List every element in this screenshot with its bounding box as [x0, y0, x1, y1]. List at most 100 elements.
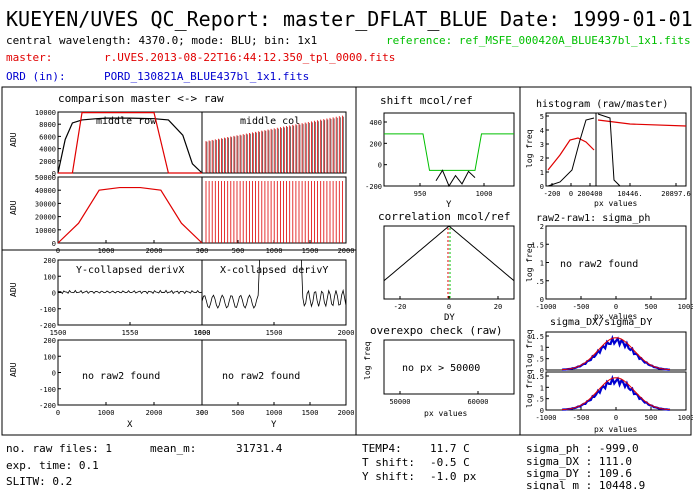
shift-title: shift mcol/ref [380, 94, 473, 107]
report-title: KUEYEN/UVES QC_Report: master_DFLAT_BLUE [6, 7, 488, 31]
overexpo-title: overexpo check (raw) [370, 324, 502, 337]
row2-y-tick-label: 50000 [35, 174, 56, 182]
correlation-curve [383, 225, 515, 282]
ord-file: PORD_130821A_BLUE437bl_1x1.fits [104, 70, 309, 83]
x-collapsed-series [201, 259, 347, 309]
sdy-y-tick-label: 1 [540, 384, 544, 392]
hist-right-black [597, 113, 621, 187]
sdy-x-tick-label: 500 [645, 414, 658, 422]
sigma-dy-y-label: log freq [525, 369, 534, 408]
corr-x-tick-label: 0 [447, 303, 451, 311]
sigma-dxdy-title: sigma_DX/sigma_DY [550, 317, 652, 328]
hist-x-label: px values [594, 199, 638, 208]
row4-left-x-tick-label: 2000 [146, 409, 163, 417]
row2-left-x-tick-label: 0 [56, 247, 60, 255]
yshift-value: -1.0 px [430, 470, 477, 483]
plot-sigma-dx [545, 331, 687, 371]
row1-y-tick-label: 10000 [35, 109, 56, 117]
hist-right-x-tick-label: 20897.6 [661, 190, 691, 198]
slitw: SLITW: 0.2 [6, 475, 72, 488]
row1-y-tick-label: 0 [52, 170, 56, 178]
sigma-ph-value: sigma_ph : -999.0 [526, 442, 639, 455]
row1-y-tick-label: 4000 [39, 146, 56, 154]
hist-right-red [597, 119, 687, 127]
sigma-ph-y-label: log freq [525, 243, 534, 282]
sdy-x-tick-label: 0 [614, 414, 618, 422]
row3-left-x-tick-label: 1600 [194, 329, 211, 337]
hist-left-x-tick-label: -200 [544, 190, 561, 198]
no-raw2-right: no raw2 found [222, 371, 300, 382]
adu-label-row3: ADU [9, 282, 18, 297]
sigma-dx-fit [561, 337, 671, 371]
generated-marks: 0200040006000800010000010000200003000040… [35, 109, 693, 422]
over-x-tick-label: 50000 [389, 398, 410, 406]
row2-right-x-tick-label: 0 [200, 247, 204, 255]
sigma-dy-value: sigma_DY : 109.6 [526, 467, 632, 480]
shift-y-tick-label: 400 [369, 119, 382, 127]
master-label: master: [6, 51, 52, 64]
sdy-x-tick-label: -500 [573, 414, 590, 422]
row2-left-x-tick-label: 300 [196, 247, 209, 255]
row4-left-x-tick-label: 0 [56, 409, 60, 417]
row3-y-tick-label: 100 [43, 273, 56, 281]
row3-y-tick-label: 200 [43, 257, 56, 265]
mean-m-label: mean_m: [150, 442, 196, 455]
sigma-ph-x-label: px values [594, 312, 638, 321]
exp-time: exp. time: 0.1 [6, 459, 99, 472]
row4-y-tick-label: -100 [39, 386, 56, 394]
hist-y-tick-label: 0 [540, 183, 544, 191]
corr-x-label: DY [444, 313, 455, 323]
corr-x-tick-label: 20 [494, 303, 502, 311]
sigph-x-tick-label: -1000 [535, 303, 556, 311]
hist-y-tick-label: 2 [540, 155, 544, 163]
sigma-dy-x-label: px values [594, 425, 638, 434]
row2-y-tick-label: 30000 [35, 200, 56, 208]
row2-right-x-tick-label: 1500 [302, 247, 319, 255]
yshift-label: Y shift: [362, 470, 415, 483]
raw-middle-row-series [57, 186, 203, 244]
hist-y-tick-label: 3 [540, 141, 544, 149]
x-collapsed-label: X-collapsed derivY [220, 265, 328, 276]
hist-y-tick-label: 5 [540, 113, 544, 121]
plot-row2-left [57, 176, 203, 244]
row3-left-x-tick-label: 1500 [50, 329, 67, 337]
adu-label-row1: ADU [9, 132, 18, 147]
corr-x-tick-label: -20 [394, 303, 407, 311]
shift-y-tick-label: 0 [378, 162, 382, 170]
overexpo-x-label: px values [424, 409, 468, 418]
overexpo-y-label: log freq [363, 341, 372, 380]
no-raw2-left: no raw2 found [82, 371, 160, 382]
hist-left-x-tick-label: 0 [569, 190, 573, 198]
hist-left-black [547, 117, 595, 187]
middle-col-label: middle col [240, 116, 300, 127]
ord-label: ORD (in): [6, 70, 66, 83]
row3-left-x-tick-label: 1550 [122, 329, 139, 337]
sigph-y-tick-label: 0 [540, 296, 544, 304]
hist-left-red [547, 137, 595, 171]
sigph-x-tick-label: 1000 [678, 303, 693, 311]
row1-y-tick-label: 6000 [39, 133, 56, 141]
tshift-value: -0.5 C [430, 456, 470, 469]
plot-correlation [383, 225, 515, 300]
row4-y-tick-label: 0 [52, 370, 56, 378]
sdy-y-tick-label: 1.5 [531, 373, 544, 381]
mean-m-value: 31731.4 [236, 442, 283, 455]
report-date: Date: 1999-01-01 [500, 7, 693, 31]
sigph-y-tick-label: 1.5 [531, 241, 544, 249]
hist-y-tick-label: 1 [540, 169, 544, 177]
row2-y-tick-label: 10000 [35, 227, 56, 235]
plot-hist-right [595, 112, 687, 187]
row3-right-x-tick-label: 1500 [266, 329, 283, 337]
shift-x-label: Y [446, 200, 452, 210]
row2-left-x-tick-label: 2000 [146, 247, 163, 255]
row4-right-x-tick-label: 0 [200, 409, 204, 417]
row2-y-tick-label: 40000 [35, 187, 56, 195]
row3-y-tick-label: 0 [52, 290, 56, 298]
report-frame [1, 86, 692, 436]
temp4-value: 11.7 C [430, 442, 470, 455]
hist-y-label: log freq [525, 129, 534, 168]
master-file: r.UVES.2013-08-22T16:44:12.350_tpl_0000.… [104, 51, 395, 64]
sigph-x-tick-label: -500 [573, 303, 590, 311]
